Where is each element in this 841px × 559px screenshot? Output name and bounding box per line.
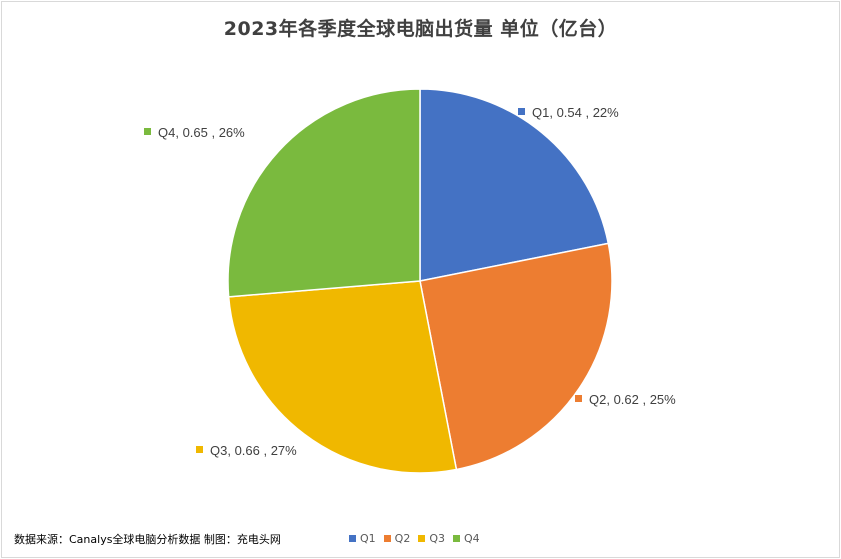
legend-item-q2: Q2 [383,532,411,545]
data-label-swatch [144,128,151,135]
chart-title: 2023年各季度全球电脑出货量 单位（亿台） [223,18,618,40]
pie-slice-q3 [227,280,458,474]
data-label-swatch [518,108,525,115]
data-label-q1: Q1, 0.54 , 22% [518,105,619,120]
legend-label: Q3 [429,532,446,545]
legend-item-q4: Q4 [453,532,480,545]
source-note: 数据来源：Canalys全球电脑分析数据 制图：充电头网 [14,533,281,546]
data-label-text: Q3, 0.66 , 27% [210,443,297,458]
pie-slice-q4 [227,88,421,298]
data-label-swatch [196,446,203,453]
data-label-text: Q1, 0.54 , 22% [532,105,619,120]
data-label-q3: Q3, 0.66 , 27% [196,443,297,458]
legend-label: Q1 [360,532,376,545]
legend-label: Q2 [394,532,411,545]
legend-swatch [349,535,356,542]
data-label-text: Q2, 0.62 , 25% [589,392,676,407]
data-label-q4: Q4, 0.65 , 26% [144,125,245,140]
legend-item-q1: Q1 [349,532,376,545]
pie-slice-q2 [419,242,613,471]
legend-swatch [418,535,426,542]
data-label-q2: Q2, 0.62 , 25% [575,392,676,407]
pie-slice-q1 [419,88,610,282]
legend-item-q3: Q3 [418,532,445,545]
legend-swatch [453,535,461,542]
data-label-text: Q4, 0.65 , 26% [158,125,245,140]
legend-label: Q4 [464,532,480,545]
data-label-swatch [575,395,582,402]
chart-legend: Q1 Q2 Q3 Q4 [349,532,480,545]
legend-swatch [383,535,391,542]
